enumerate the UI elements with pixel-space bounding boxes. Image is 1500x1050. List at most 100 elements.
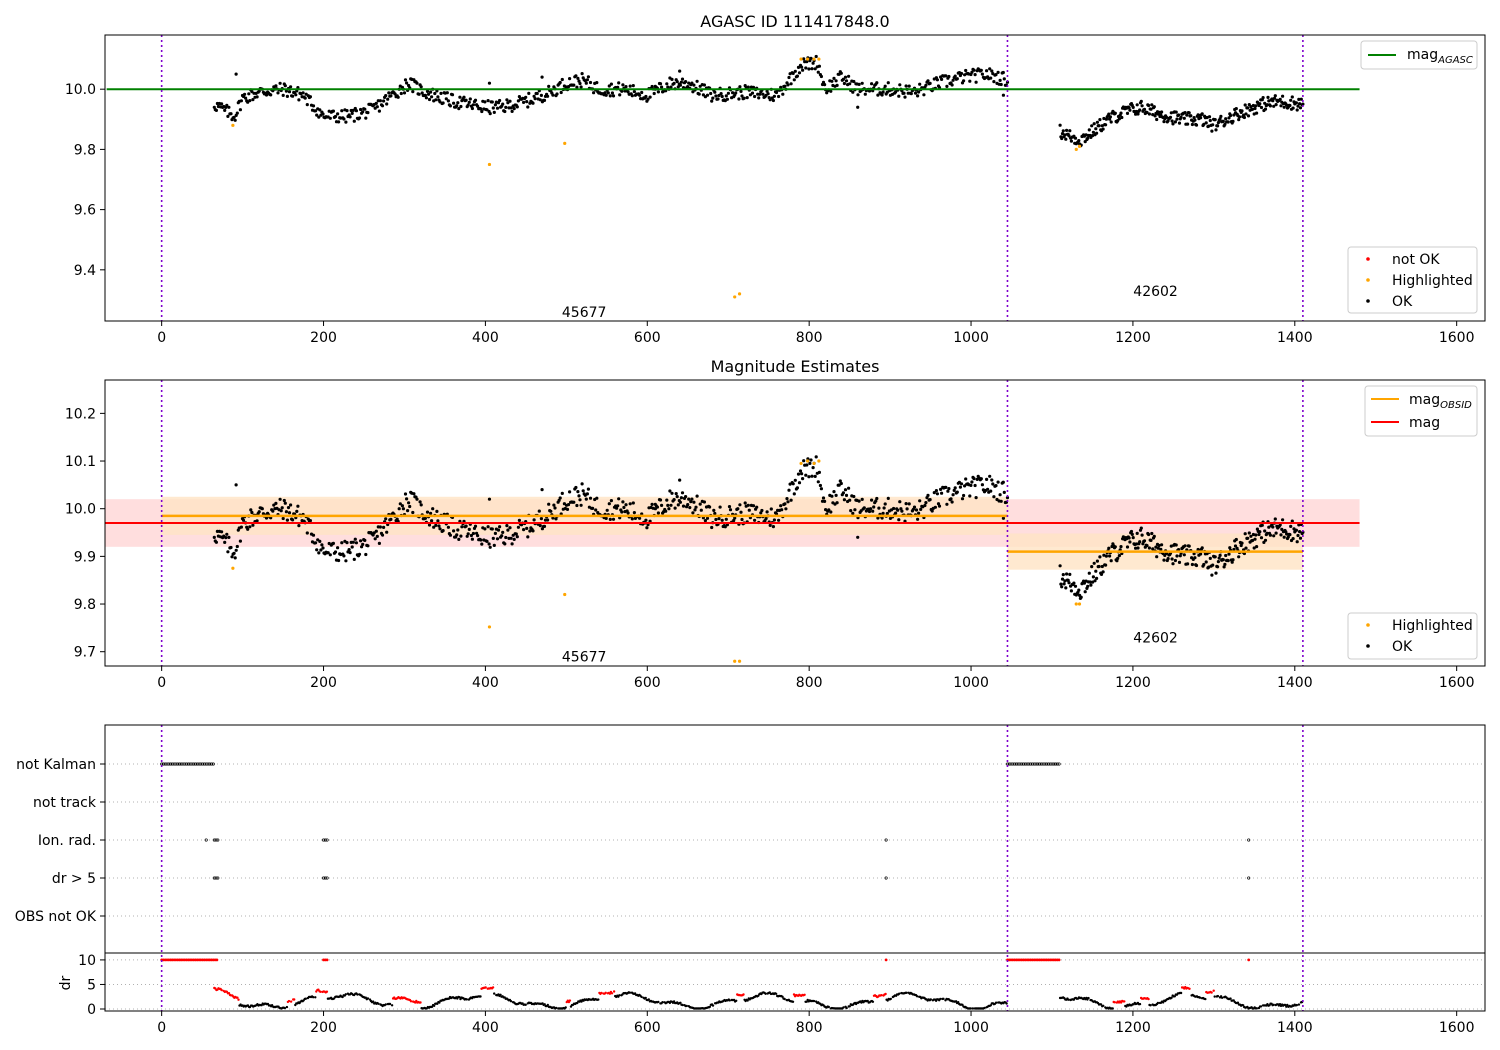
dr-point	[746, 999, 749, 1002]
ok-point	[1093, 579, 1097, 583]
ok-point	[578, 81, 582, 86]
ok-point	[429, 90, 433, 94]
dr-point	[957, 1001, 960, 1004]
ok-point	[656, 511, 661, 515]
legend-subscript: AGASC	[1437, 55, 1473, 66]
dr-flagged-point	[1147, 997, 1150, 1001]
ok-point	[333, 114, 338, 119]
ok-point	[844, 79, 849, 83]
ok-point	[1263, 538, 1268, 542]
ok-point	[445, 91, 449, 95]
ok-point	[717, 93, 721, 98]
flag-point	[212, 876, 216, 880]
ok-point	[1234, 537, 1238, 542]
ok-point	[1252, 546, 1256, 550]
ok-point	[1108, 554, 1112, 558]
ok-point	[1214, 128, 1218, 132]
ok-point	[246, 527, 250, 531]
ok-point	[904, 84, 908, 88]
ok-point	[811, 61, 815, 65]
ok-point	[1255, 545, 1259, 549]
ok-point	[777, 518, 781, 522]
dr-flagged-point	[610, 992, 614, 995]
ok-point	[985, 477, 989, 481]
ok-point	[269, 93, 273, 97]
flag-point	[321, 876, 326, 880]
ok-point	[1273, 94, 1277, 98]
ok-point	[675, 80, 679, 84]
ok-point	[886, 81, 890, 85]
ok-point	[875, 81, 879, 85]
ok-point	[856, 535, 860, 539]
ok-point	[359, 107, 363, 112]
ok-point	[1272, 104, 1276, 108]
ok-point	[617, 81, 621, 85]
ok-point	[1083, 590, 1087, 594]
highlighted-point	[231, 123, 235, 127]
dr-point	[371, 1000, 375, 1003]
ok-point	[718, 505, 722, 509]
dr-capped-point	[1247, 958, 1251, 962]
dr-point	[708, 1005, 712, 1008]
ok-point	[251, 523, 255, 527]
ok-point	[1221, 119, 1225, 123]
agasc-y-tick-label: 9.6	[74, 203, 96, 219]
ok-point	[672, 81, 676, 85]
ok-point	[746, 85, 750, 89]
ok-point	[678, 478, 682, 482]
ok-point	[844, 493, 849, 497]
ok-point	[1290, 519, 1294, 523]
ok-point	[658, 82, 663, 86]
ok-point	[1072, 581, 1076, 585]
ok-point	[814, 455, 818, 459]
ok-point	[223, 540, 227, 545]
ok-point	[1002, 77, 1006, 81]
ok-point	[402, 91, 407, 95]
ok-point	[1177, 560, 1182, 565]
ok-point	[1244, 112, 1248, 116]
ok-point	[1087, 128, 1091, 132]
highlighted-point	[812, 57, 816, 61]
ok-point	[1242, 115, 1246, 120]
ok-point	[577, 79, 581, 83]
magnitude-y-tick-label: 10.1	[65, 454, 96, 470]
ok-point	[586, 75, 591, 79]
flags-x-tick-label: 400	[472, 1020, 499, 1036]
ok-point	[1237, 115, 1242, 119]
ok-point	[361, 110, 365, 114]
ok-point	[1216, 565, 1220, 569]
ok-point	[1281, 94, 1285, 98]
ok-point	[916, 94, 920, 98]
ok-point	[455, 533, 459, 537]
flag-point	[179, 762, 183, 766]
flag-point	[325, 838, 329, 842]
ok-point	[1296, 533, 1300, 538]
ok-point	[1175, 117, 1179, 121]
ok-point	[777, 94, 781, 99]
ok-point	[883, 84, 887, 88]
ok-point	[675, 495, 679, 499]
ok-point	[990, 478, 994, 482]
ok-point	[491, 106, 495, 110]
ok-point	[380, 533, 385, 537]
ok-point	[695, 79, 699, 83]
ok-point	[366, 544, 370, 548]
flag-point	[1029, 762, 1033, 766]
dr-point	[433, 1004, 436, 1007]
magnitude-x-tick-label: 1600	[1439, 675, 1475, 691]
ok-point	[560, 491, 564, 495]
ok-point	[839, 71, 843, 75]
flags-panel: not Kalman not track Ion. rad. dr > 5 OBS no…	[15, 724, 1486, 1036]
ok-point	[772, 94, 777, 98]
ok-point	[1295, 540, 1299, 544]
dr-point	[711, 1004, 715, 1007]
ok-point	[1153, 114, 1157, 118]
dr-point	[1204, 997, 1207, 1001]
ok-point	[709, 91, 713, 96]
ok-point	[1278, 523, 1282, 527]
ok-point	[1157, 543, 1161, 548]
ok-point	[829, 89, 833, 93]
ok-point	[1223, 122, 1227, 126]
ok-point	[607, 84, 611, 88]
ok-point	[279, 509, 283, 513]
